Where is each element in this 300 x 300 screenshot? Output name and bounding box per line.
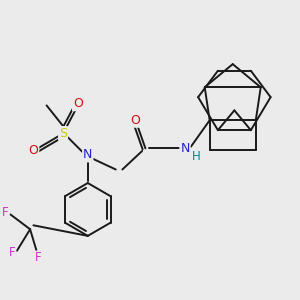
Text: N: N bbox=[180, 142, 190, 155]
Text: F: F bbox=[9, 246, 15, 259]
Text: F: F bbox=[2, 206, 9, 219]
Text: F: F bbox=[35, 251, 42, 265]
Text: O: O bbox=[130, 114, 140, 127]
Text: H: H bbox=[192, 150, 201, 163]
Text: O: O bbox=[73, 97, 83, 110]
Text: S: S bbox=[59, 127, 67, 140]
Text: O: O bbox=[28, 143, 38, 157]
Text: N: N bbox=[83, 148, 92, 161]
